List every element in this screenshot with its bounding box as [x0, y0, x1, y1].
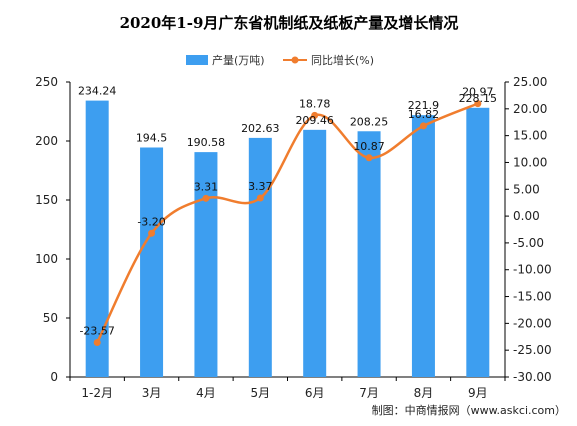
- source-note: 制图：中商情报网（www.askci.com）: [372, 403, 566, 417]
- left-tick-label: 50: [43, 311, 58, 325]
- growth-point: [202, 194, 210, 202]
- growth-value-label: -23.57: [79, 325, 114, 338]
- left-tick-label: 250: [35, 75, 58, 89]
- x-tick-label: 8月: [414, 386, 434, 400]
- bar-value-label: 234.24: [78, 85, 117, 98]
- bar: [248, 137, 272, 377]
- growth-value-label: 20.97: [462, 86, 494, 99]
- data-labels: 234.24 194.5 190.58 202.63 209.46 208.25 221.9…: [78, 85, 497, 338]
- growth-point: [93, 339, 101, 347]
- growth-point: [148, 229, 156, 237]
- bar-value-label: 221.9: [408, 99, 440, 112]
- right-tick-label: 25.00: [513, 75, 547, 89]
- bar-value-label: 202.63: [241, 122, 280, 135]
- bar-value-label: 190.58: [187, 136, 226, 149]
- line-series: [93, 100, 482, 347]
- right-tick-label: 10.00: [513, 155, 547, 169]
- legend-bar-label: 产量(万吨): [212, 53, 265, 67]
- left-axis: 0 50 100 150 200 250: [35, 75, 71, 384]
- right-tick-label: 15.00: [513, 129, 547, 143]
- growth-value-label: -3.20: [137, 215, 165, 228]
- left-tick-label: 0: [50, 370, 58, 384]
- chart-title: 2020年1-9月广东省机制纸及纸板产量及增长情况: [120, 14, 459, 32]
- bar-value-label: 194.5: [136, 131, 168, 144]
- x-tick-label: 6月: [305, 386, 325, 400]
- right-tick-label: -10.00: [513, 263, 552, 277]
- left-tick-label: 100: [35, 252, 58, 266]
- right-tick-label: -25.00: [513, 343, 552, 357]
- right-tick-label: -15.00: [513, 290, 552, 304]
- growth-value-label: 18.78: [299, 97, 331, 110]
- bar: [140, 147, 164, 377]
- left-tick-label: 150: [35, 193, 58, 207]
- legend-bar-swatch: [186, 55, 208, 65]
- growth-point: [474, 100, 482, 108]
- bar: [411, 115, 435, 378]
- right-tick-label: -30.00: [513, 370, 552, 384]
- bar: [466, 107, 490, 378]
- growth-value-label: 16.82: [408, 108, 440, 121]
- bars: [85, 100, 490, 378]
- right-axis: -30.00 -25.00 -20.00 -15.00 -10.00 -5.00 0.00 5…: [504, 75, 552, 384]
- growth-point: [256, 194, 264, 202]
- bar-value-label: 228.15: [459, 92, 498, 105]
- growth-value-label: 3.31: [194, 180, 219, 193]
- legend-line-marker: [291, 56, 299, 64]
- x-axis: 1-2月 3月 4月 5月 6月 7月 8月 9月: [69, 376, 506, 400]
- growth-value-label: 10.87: [353, 140, 385, 153]
- bar-value-label: 209.46: [295, 114, 334, 127]
- left-tick-label: 200: [35, 134, 58, 148]
- bar: [194, 152, 218, 377]
- right-tick-label: -5.00: [513, 236, 544, 250]
- x-tick-label: 3月: [142, 386, 162, 400]
- legend: 产量(万吨) 同比增长(%): [186, 53, 374, 67]
- x-tick-label: 4月: [196, 386, 216, 400]
- legend-line-label: 同比增长(%): [311, 53, 374, 67]
- growth-point: [311, 111, 319, 119]
- right-tick-label: 0.00: [513, 209, 540, 223]
- x-tick-label: 9月: [468, 386, 488, 400]
- x-tick-label: 7月: [359, 386, 379, 400]
- growth-value-label: 3.37: [248, 180, 273, 193]
- x-tick-label: 5月: [250, 386, 270, 400]
- bar: [357, 131, 381, 377]
- growth-point: [419, 122, 427, 130]
- right-tick-label: 5.00: [513, 182, 540, 196]
- right-tick-label: 20.00: [513, 102, 547, 116]
- growth-point: [365, 154, 373, 162]
- right-tick-label: -20.00: [513, 316, 552, 330]
- x-tick-label: 1-2月: [81, 386, 113, 400]
- bar: [303, 129, 327, 377]
- bar-value-label: 208.25: [350, 115, 389, 128]
- bar: [85, 100, 109, 377]
